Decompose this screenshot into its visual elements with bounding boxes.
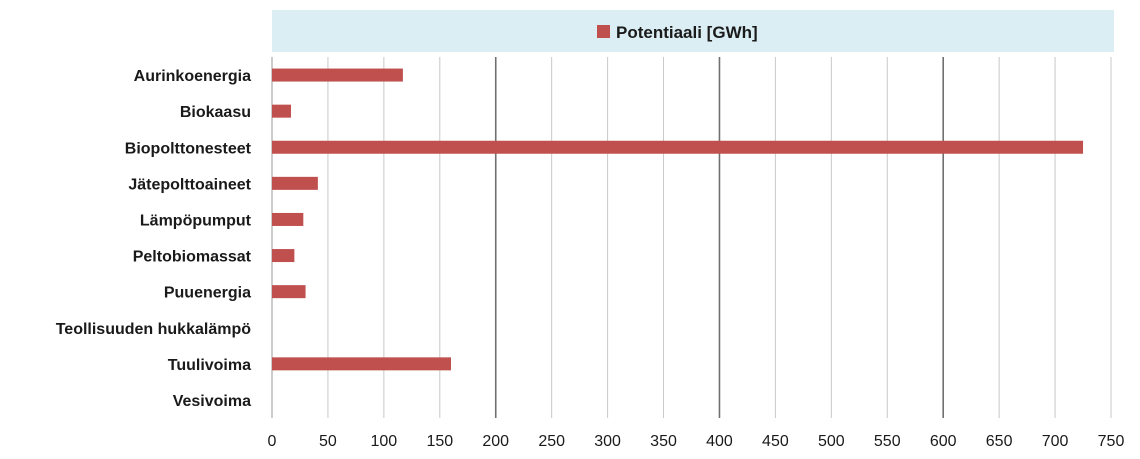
x-tick-label: 550	[874, 433, 901, 450]
category-label: Lämpöpumput	[140, 212, 252, 229]
x-tick-label: 100	[371, 433, 398, 450]
bars	[272, 68, 1084, 371]
category-label: Vesivoima	[173, 393, 251, 410]
category-label: Aurinkoenergia	[134, 68, 251, 85]
bar-7	[272, 285, 306, 299]
x-tick-label: 600	[930, 433, 957, 450]
x-tick-label: 250	[538, 433, 565, 450]
x-tick-label: 650	[986, 433, 1013, 450]
category-label: Tuulivoima	[168, 357, 251, 374]
category-label: Jätepolttoaineet	[128, 176, 251, 193]
x-tick-label: 200	[482, 433, 509, 450]
gridlines	[271, 57, 1112, 418]
legend-swatch	[597, 25, 610, 38]
x-tick-label: 750	[1098, 433, 1125, 450]
bar-3	[272, 140, 1084, 154]
category-label: Puuenergia	[164, 285, 251, 302]
category-labels: Aurinkoenergia Biokaasu Biopolttonesteet Jä…	[56, 68, 252, 410]
x-tick-label: 300	[594, 433, 621, 450]
x-tick-label: 150	[426, 433, 453, 450]
bar-5	[272, 212, 304, 226]
category-label: Biokaasu	[180, 104, 251, 121]
x-tick-label: 50	[319, 433, 337, 450]
category-label: Peltobiomassat	[133, 249, 252, 266]
bar-4	[272, 176, 318, 190]
legend: Potentiaali [GWh]	[272, 10, 1114, 52]
bar-6	[272, 249, 295, 263]
x-tick-labels: 0 50 100 150 200 250 300 350 400 450 500 550 600 650 7…	[268, 433, 1125, 450]
x-tick-label: 700	[1042, 433, 1069, 450]
bar-9	[272, 357, 451, 371]
x-tick-label: 400	[706, 433, 733, 450]
category-label: Teollisuuden hukkalämpö	[56, 321, 252, 338]
bar-1	[272, 68, 403, 82]
x-tick-label: 350	[650, 433, 677, 450]
category-label: Biopolttonesteet	[125, 140, 252, 157]
x-tick-label: 500	[818, 433, 845, 450]
x-tick-label: 0	[268, 433, 277, 450]
legend-background	[272, 10, 1114, 52]
bar-2	[272, 104, 292, 118]
legend-label: Potentiaali [GWh]	[616, 23, 758, 42]
x-tick-label: 450	[762, 433, 789, 450]
